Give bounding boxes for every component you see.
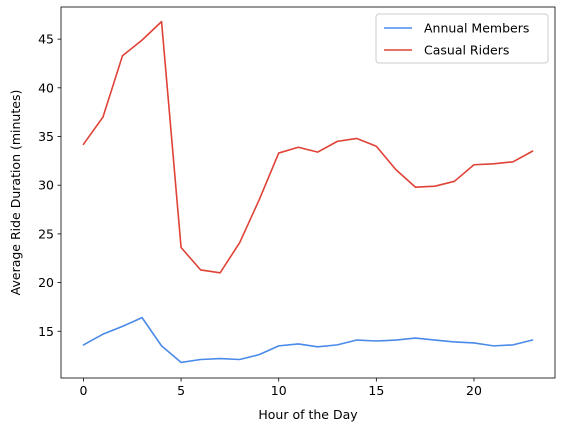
- legend: Annual Members Casual Riders: [375, 13, 549, 64]
- legend-entry-annual-members: Annual Members: [424, 21, 529, 36]
- y-axis-ticks: 15 20 25 30 35 40 45: [38, 32, 61, 339]
- y-tick-label: 40: [38, 80, 54, 95]
- legend-entry-casual-riders: Casual Riders: [424, 43, 509, 58]
- y-tick-label: 35: [38, 129, 54, 144]
- y-tick-label: 45: [38, 32, 54, 47]
- series-line-annual-members: [82, 316, 534, 364]
- y-tick-label: 25: [38, 226, 54, 241]
- y-tick-label: 20: [38, 275, 54, 290]
- series-line-casual-riders: [82, 20, 534, 274]
- x-axis-ticks: 0 5 10 15 20: [79, 378, 482, 398]
- series-layer: [82, 20, 534, 364]
- x-tick-label: 15: [368, 383, 384, 398]
- y-tick-label: 15: [38, 324, 54, 339]
- x-tick-label: 10: [271, 383, 287, 398]
- x-tick-label: 20: [466, 383, 482, 398]
- y-tick-label: 30: [38, 178, 54, 193]
- legend-box: [375, 13, 549, 64]
- x-tick-label: 0: [79, 383, 87, 398]
- y-axis-label: Average Ride Duration (minutes): [8, 90, 23, 296]
- x-tick-label: 5: [177, 383, 185, 398]
- x-axis-label: Hour of the Day: [258, 407, 358, 422]
- plot-area-frame: [60, 6, 556, 379]
